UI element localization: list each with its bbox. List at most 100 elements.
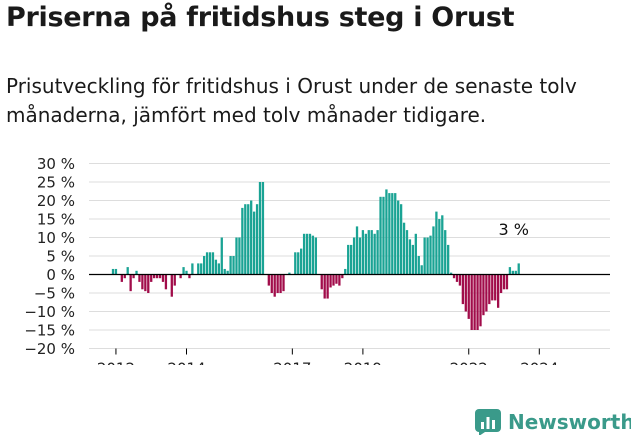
bar	[155, 274, 159, 279]
bar	[455, 274, 459, 282]
bar	[126, 267, 129, 275]
bar	[308, 233, 312, 275]
bar	[494, 274, 497, 301]
bar	[385, 189, 388, 275]
bar	[182, 267, 185, 275]
bar	[399, 204, 403, 275]
bar	[205, 252, 209, 275]
bar	[420, 265, 423, 275]
bar	[188, 274, 191, 279]
bar	[241, 207, 244, 275]
bar	[252, 211, 256, 275]
bar	[444, 230, 447, 275]
bar	[214, 259, 218, 275]
bar	[229, 256, 232, 275]
bar	[347, 244, 350, 275]
bar	[179, 274, 182, 279]
bar	[147, 274, 150, 293]
annotations: 3 %	[499, 220, 529, 239]
brand-name: Newsworthy	[508, 410, 631, 434]
bar	[355, 226, 359, 275]
bar	[220, 237, 223, 275]
bar	[382, 196, 385, 275]
bar	[161, 274, 165, 282]
bar	[511, 270, 514, 275]
x-tick-label: 2022	[450, 360, 488, 366]
bar	[402, 222, 406, 275]
bar-chart: 30 %25 %20 %15 %10 %5 %0 %−5 %−10 %−15 %…	[24, 155, 610, 366]
bar	[349, 244, 353, 275]
bar	[164, 274, 168, 290]
bar	[344, 268, 347, 275]
bar	[470, 274, 473, 330]
bar	[461, 274, 465, 305]
bar	[405, 230, 409, 275]
bar	[379, 196, 382, 275]
bar	[496, 274, 500, 308]
bar	[417, 256, 420, 275]
bar	[141, 274, 144, 290]
y-tick-label: 25 %	[37, 174, 75, 192]
bar	[408, 239, 412, 275]
bar	[338, 274, 341, 286]
bar	[449, 272, 453, 275]
y-tick-label: 15 %	[37, 211, 75, 229]
y-tick-label: 5 %	[46, 248, 75, 266]
x-tick-label: 2024	[520, 360, 558, 366]
bar	[191, 263, 194, 275]
bar	[282, 274, 285, 292]
bar	[367, 230, 370, 275]
bar	[150, 274, 153, 282]
y-tick-label: −10 %	[24, 303, 75, 321]
bar	[508, 267, 512, 275]
bar	[197, 263, 200, 275]
bar	[211, 252, 215, 275]
bar	[200, 263, 203, 275]
y-axis-ticks: 30 %25 %20 %15 %10 %5 %0 %−5 %−10 %−15 %…	[24, 155, 75, 358]
bar	[247, 204, 250, 275]
bar	[335, 274, 338, 284]
bar	[238, 237, 241, 275]
bar	[258, 182, 262, 275]
bar	[394, 193, 397, 275]
bar	[397, 200, 400, 275]
chart-subtitle: Prisutveckling för fritidshus i Orust un…	[6, 74, 577, 127]
bar	[388, 193, 391, 275]
bar	[135, 270, 138, 275]
y-tick-label: −20 %	[24, 340, 75, 358]
bar	[185, 270, 188, 275]
bars	[89, 182, 610, 330]
bar	[208, 252, 212, 275]
bar	[435, 211, 438, 275]
bar	[138, 274, 141, 282]
bar	[426, 237, 429, 275]
bar	[358, 237, 362, 275]
bar	[144, 274, 147, 292]
bar	[294, 252, 297, 275]
bar	[411, 244, 415, 275]
bar	[202, 256, 206, 275]
bar	[476, 274, 479, 330]
bar	[332, 274, 335, 286]
bar	[232, 256, 235, 275]
bar	[226, 270, 229, 275]
bar	[452, 274, 456, 279]
bar	[302, 233, 306, 275]
bar	[320, 274, 323, 290]
bar	[364, 233, 367, 275]
bar	[132, 274, 135, 279]
bar	[514, 270, 517, 275]
x-tick-label: 2019	[344, 360, 382, 366]
x-axis-ticks: 2012 2014 2017 2019 2022 2024	[97, 348, 558, 366]
bar	[326, 274, 329, 299]
bar	[223, 268, 226, 275]
bar	[373, 233, 376, 275]
bar	[314, 237, 318, 275]
bar	[279, 274, 282, 293]
bar	[173, 274, 176, 286]
bar	[423, 237, 426, 275]
bar	[244, 204, 247, 275]
bar	[438, 219, 441, 275]
x-tick-label: 2017	[273, 360, 311, 366]
bar	[217, 263, 220, 275]
